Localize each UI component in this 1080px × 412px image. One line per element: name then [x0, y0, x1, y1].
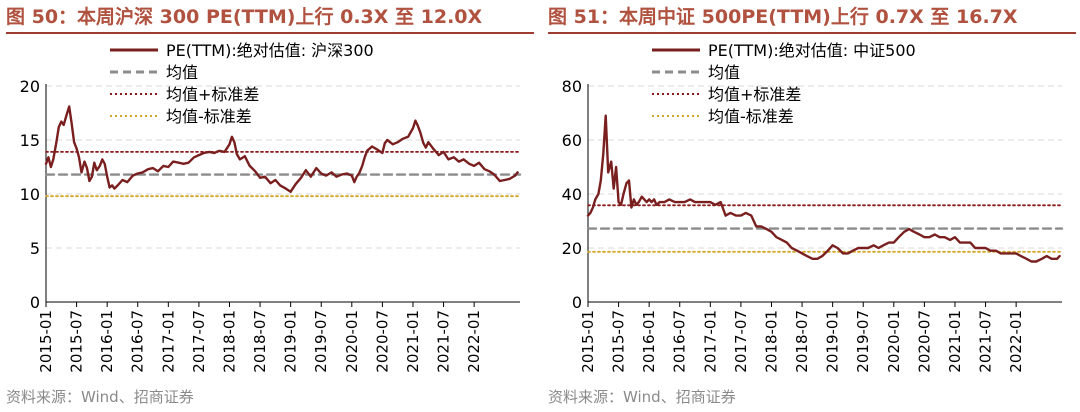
x-tick-label: 2021-07 — [435, 310, 453, 373]
x-tick-label: 2021-01 — [404, 310, 422, 373]
legend-label-series: PE(TTM):绝对估值: 沪深300 — [166, 41, 374, 60]
source-note: 资料来源：Wind、招商证券 — [6, 388, 194, 406]
x-tick-label: 2020-01 — [885, 310, 903, 373]
series-line — [44, 105, 519, 194]
legend-label-mean: 均值 — [708, 63, 740, 82]
x-tick-label: 2017-01 — [159, 310, 177, 373]
source-note: 资料来源：Wind、招商证券 — [548, 388, 736, 406]
title-divider — [548, 32, 1076, 34]
x-tick-label: 2017-01 — [701, 310, 719, 373]
legend-label-lower: 均值-标准差 — [708, 107, 794, 126]
x-tick-label: 2016-07 — [671, 310, 689, 373]
x-tick-label: 2015-01 — [579, 310, 597, 373]
y-tick-label: 60 — [562, 131, 582, 150]
x-tick-label: 2018-01 — [220, 310, 238, 373]
x-tick-label: 2015-07 — [68, 310, 86, 373]
chart-title: 图 51：本周中证 500PE(TTM)上行 0.7X 至 16.7X — [548, 6, 1018, 28]
y-tick-label: 0 — [30, 293, 40, 312]
x-tick-label: 2019-01 — [282, 310, 300, 373]
chart-panel-hs300: 图 50：本周沪深 300 PE(TTM)上行 0.3X 至 12.0X PE(… — [6, 0, 538, 412]
plot-area: 0 20 40 60 80 2015-01 2015-07 2016-01 2016-07 201… — [562, 77, 1064, 373]
x-tick-label: 2019-07 — [312, 310, 330, 373]
legend-label-upper: 均值+标准差 — [166, 85, 259, 104]
plot-area: 0 5 10 15 20 2015-01 2015-07 2016-01 2016-07 2017… — [20, 77, 522, 373]
y-tick-label: 5 — [30, 239, 40, 258]
x-tick-label: 2015-01 — [37, 310, 55, 373]
x-tick-label: 2018-07 — [251, 310, 269, 373]
series-line — [586, 114, 1061, 263]
x-tick-label: 2017-07 — [190, 310, 208, 373]
x-tick-label: 2015-07 — [610, 310, 628, 373]
title-divider — [6, 32, 534, 34]
legend-label-mean: 均值 — [166, 63, 198, 82]
x-tick-label: 2021-07 — [977, 310, 995, 373]
legend-label-lower: 均值-标准差 — [166, 107, 252, 126]
x-tick-label: 2018-07 — [793, 310, 811, 373]
y-tick-label: 10 — [20, 185, 40, 204]
y-tick-label: 15 — [20, 131, 40, 150]
x-tick-label: 2019-07 — [854, 310, 872, 373]
x-tick-label: 2016-07 — [129, 310, 147, 373]
x-tick-label: 2017-07 — [732, 310, 750, 373]
chart-title: 图 50：本周沪深 300 PE(TTM)上行 0.3X 至 12.0X — [6, 6, 483, 28]
x-tick-label: 2019-01 — [824, 310, 842, 373]
y-tick-label: 20 — [20, 77, 40, 96]
chart-csi500-pe: PE(TTM):绝对估值: 中证500 均值 均值+标准差 均值-标准差 020… — [562, 41, 1064, 373]
y-tick-label: 80 — [562, 77, 582, 96]
legend: PE(TTM):绝对估值: 中证500 均值 均值+标准差 均值-标准差 — [652, 41, 916, 126]
x-tick-label: 2020-07 — [915, 310, 933, 373]
x-tick-label: 2020-07 — [373, 310, 391, 373]
legend-label-series: PE(TTM):绝对估值: 中证500 — [708, 41, 916, 60]
y-tick-label: 0 — [572, 293, 582, 312]
x-tick-label: 2018-01 — [762, 310, 780, 373]
x-tick-label: 2022-01 — [1007, 310, 1025, 373]
legend: PE(TTM):绝对估值: 沪深300 均值 均值+标准差 均值-标准差 — [110, 41, 374, 126]
y-tick-label: 40 — [562, 185, 582, 204]
chart-hs300-pe: PE(TTM):绝对估值: 沪深300 均值 均值+标准差 均值-标准差 0 5 1… — [20, 41, 522, 373]
x-tick-label: 2022-01 — [465, 310, 483, 373]
x-tick-label: 2016-01 — [640, 310, 658, 373]
x-tick-label: 2021-01 — [946, 310, 964, 373]
x-tick-label: 2016-01 — [98, 310, 116, 373]
x-tick-label: 2020-01 — [343, 310, 361, 373]
chart-panel-csi500: 图 51：本周中证 500PE(TTM)上行 0.7X 至 16.7X PE(T… — [548, 0, 1080, 412]
y-tick-label: 20 — [562, 239, 582, 258]
legend-label-upper: 均值+标准差 — [708, 85, 801, 104]
